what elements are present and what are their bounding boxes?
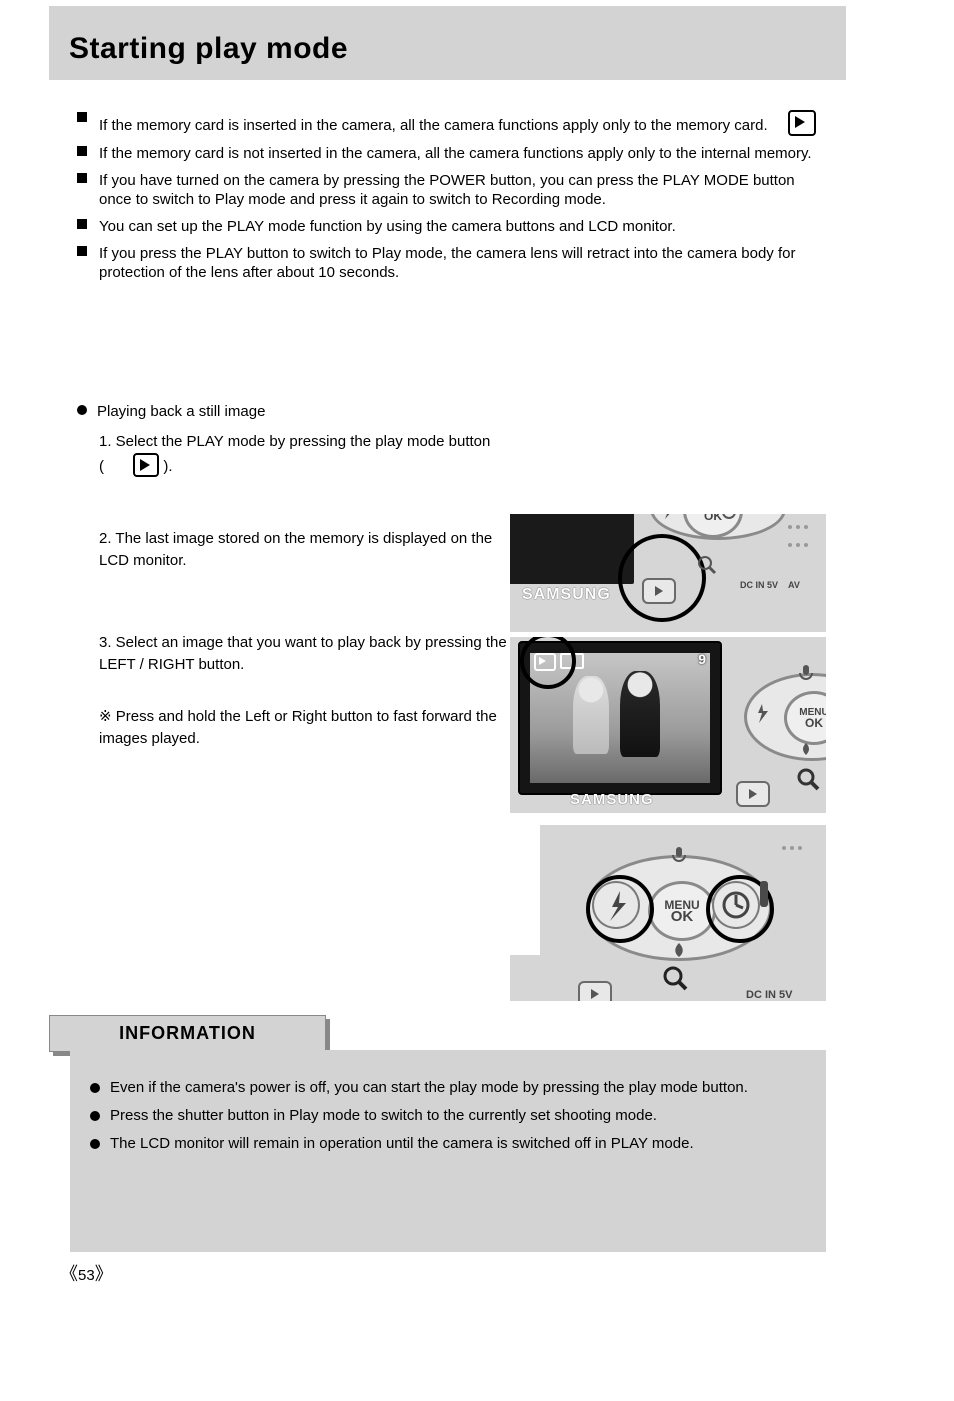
intro-text: If you have turned on the camera by pres… [99, 171, 819, 209]
magnify-icon [696, 554, 718, 576]
dc-in-label: DC IN 5V [746, 989, 792, 1001]
camera-body: SAMSUNG MENU OK DC IN 5V AV [510, 514, 826, 632]
macro-icon [668, 941, 690, 959]
camera-body: MENU OK DC IN 5V [510, 825, 826, 1001]
osd-frame-number: 9 [698, 651, 706, 667]
play-mode-button[interactable] [736, 781, 770, 807]
intro-item: If the memory card is not inserted in th… [77, 144, 847, 163]
photo-subject [620, 671, 660, 757]
step-item: 1. Select the PLAY mode by pressing the … [99, 431, 519, 478]
ok-label: OK [671, 911, 694, 922]
intro-text: If the memory card is not inserted in th… [99, 144, 819, 163]
info-item: Even if the camera's power is off, you c… [90, 1078, 808, 1098]
play-mode-icon [788, 110, 816, 136]
magnify-icon [662, 965, 688, 991]
round-bullet-icon [90, 1139, 100, 1149]
magnify-icon [796, 767, 820, 791]
mic-icon [796, 663, 818, 681]
square-bullet-icon [77, 112, 87, 122]
highlight-circle [618, 534, 706, 622]
square-bullet-icon [77, 146, 87, 156]
mic-icon [668, 845, 690, 863]
steps-block: 1. Select the PLAY mode by pressing the … [99, 431, 519, 750]
subsection-row: Playing back a still image [77, 402, 847, 421]
play-mode-button[interactable] [578, 981, 612, 1001]
samsung-logo: SAMSUNG [522, 586, 611, 604]
page-number: 《53》 [60, 1260, 113, 1286]
info-text: The LCD monitor will remain in operation… [110, 1134, 808, 1154]
subsection-title: Playing back a still image [97, 403, 265, 420]
macro-icon [796, 741, 818, 759]
step-item: ※ Press and hold the Left or Right butto… [99, 706, 519, 750]
round-bullet-icon [90, 1111, 100, 1121]
page-title: Starting play mode [69, 32, 348, 66]
photo-subject [573, 676, 609, 754]
ok-label: OK [805, 718, 823, 729]
self-timer-icon [718, 514, 740, 520]
square-bullet-icon [77, 173, 87, 183]
speaker-grille [780, 839, 804, 857]
reference-mark-icon: ※ [99, 709, 112, 725]
info-text: Press the shutter button in Play mode to… [110, 1106, 808, 1126]
flash-icon [752, 703, 774, 721]
square-bullet-icon [77, 219, 87, 229]
flash-icon [658, 514, 680, 520]
info-item: Press the shutter button in Play mode to… [90, 1106, 808, 1126]
angle-bracket-icon: 《 [60, 1264, 78, 1284]
illustration-lcd-playback: 9 SAMSUNG MENU OK [510, 637, 826, 813]
info-item: The LCD monitor will remain in operation… [90, 1134, 808, 1154]
information-label: INFORMATION [49, 1015, 326, 1052]
intro-text: You can set up the PLAY mode function by… [99, 217, 819, 236]
camera-body: 9 SAMSUNG MENU OK [510, 637, 826, 813]
dc-in-label: DC IN 5V [740, 580, 778, 590]
step-item: 2. The last image stored on the memory i… [99, 528, 519, 572]
round-bullet-icon [90, 1083, 100, 1093]
lcd-edge-white [510, 825, 540, 955]
intro-text: If you press the PLAY button to switch t… [99, 244, 819, 282]
illustration-play-button: SAMSUNG MENU OK DC IN 5V AV [510, 514, 826, 632]
av-label: AV [788, 580, 800, 590]
play-mode-icon [133, 453, 159, 477]
intro-item: If you have turned on the camera by pres… [77, 171, 847, 209]
page-header-bar: Starting play mode [49, 6, 846, 80]
intro-item: If the memory card is inserted in the ca… [77, 110, 847, 136]
intro-text: If the memory card is inserted in the ca… [99, 110, 819, 136]
illustration-left-right-buttons: MENU OK DC IN 5V [510, 825, 826, 1001]
intro-item: You can set up the PLAY mode function by… [77, 217, 847, 236]
square-bullet-icon [77, 246, 87, 256]
speaker-grille [786, 518, 810, 554]
lcd-corner [510, 514, 634, 584]
highlight-circle-left [586, 875, 654, 943]
samsung-logo: SAMSUNG [570, 791, 654, 808]
round-bullet-icon [77, 405, 87, 415]
angle-bracket-icon: 》 [95, 1264, 113, 1284]
step-item: 3. Select an image that you want to play… [99, 632, 519, 676]
information-box: Even if the camera's power is off, you c… [70, 1050, 826, 1252]
intro-item: If you press the PLAY button to switch t… [77, 244, 847, 282]
strap-lug [760, 881, 768, 907]
info-text: Even if the camera's power is off, you c… [110, 1078, 808, 1098]
